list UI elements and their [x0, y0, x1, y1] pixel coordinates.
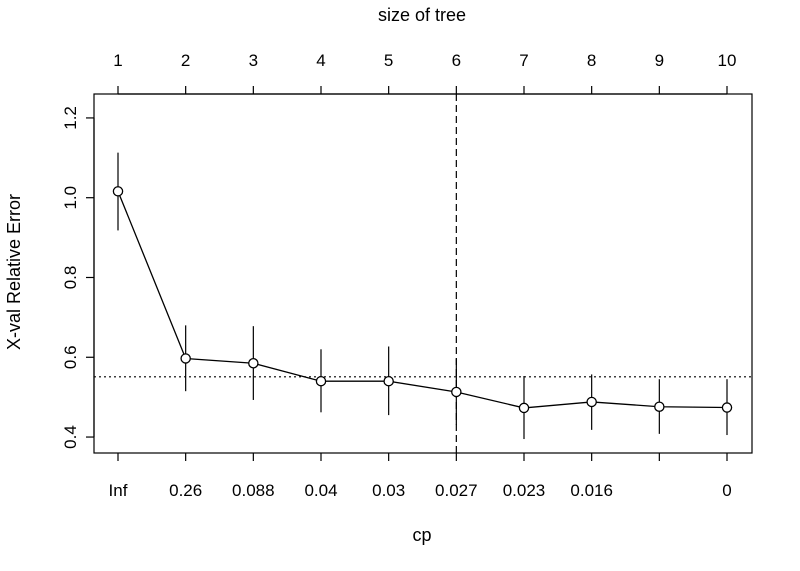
x-axis-title: cp [412, 525, 431, 545]
x-tick-label: 0.26 [169, 481, 202, 500]
top-tick-label: 8 [587, 51, 596, 70]
y-axis: 0.4 0.6 0.8 1.0 1.2 [61, 106, 95, 449]
data-point [383, 375, 394, 387]
top-tick-label: 1 [113, 51, 122, 70]
x-tick-label: 0.088 [232, 481, 275, 500]
reference-lines [94, 94, 752, 453]
y-tick-label: 0.6 [61, 345, 80, 369]
y-axis-title: X-val Relative Error [4, 194, 24, 350]
x-axis-labels: Inf 0.26 0.088 0.04 0.03 0.027 0.023 0.016 0 [109, 453, 732, 500]
error-bars [117, 152, 728, 440]
top-tick-label: 10 [718, 51, 737, 70]
data-point [180, 353, 191, 364]
data-point [112, 186, 124, 197]
y-tick-label: 0.4 [61, 425, 80, 449]
data-point [451, 386, 462, 398]
x-tick-label: 0.027 [435, 481, 478, 500]
top-tick-label: 6 [452, 51, 461, 70]
top-tick-label: 2 [181, 51, 190, 70]
plot-frame [93, 93, 753, 454]
top-tick-label: 7 [519, 51, 528, 70]
x-tick-label: 0.023 [503, 481, 546, 500]
top-axis-title: size of tree [378, 5, 466, 25]
data-point [654, 401, 665, 412]
x-tick-label: 0.016 [570, 481, 613, 500]
x-tick-label: Inf [109, 481, 128, 500]
data-point [721, 402, 733, 413]
data-point [586, 396, 597, 408]
data-point [248, 357, 259, 369]
y-tick-label: 0.8 [61, 266, 80, 290]
x-tick-label: 0 [722, 481, 731, 500]
top-tick-label: 5 [384, 51, 393, 70]
x-tick-label: 0.04 [304, 481, 337, 500]
data-point [518, 402, 530, 414]
top-tick-label: 3 [249, 51, 258, 70]
data-point [315, 375, 327, 387]
y-tick-label: 1.0 [61, 186, 80, 210]
top-axis: 1 2 3 4 5 6 7 8 9 10 [113, 51, 737, 95]
series-layer [117, 191, 728, 409]
top-tick-label: 4 [316, 51, 325, 70]
data-points [112, 186, 733, 414]
y-tick-label: 1.2 [61, 106, 80, 130]
xerror-line [117, 191, 728, 409]
x-tick-label: 0.03 [372, 481, 405, 500]
top-tick-label: 9 [655, 51, 664, 70]
